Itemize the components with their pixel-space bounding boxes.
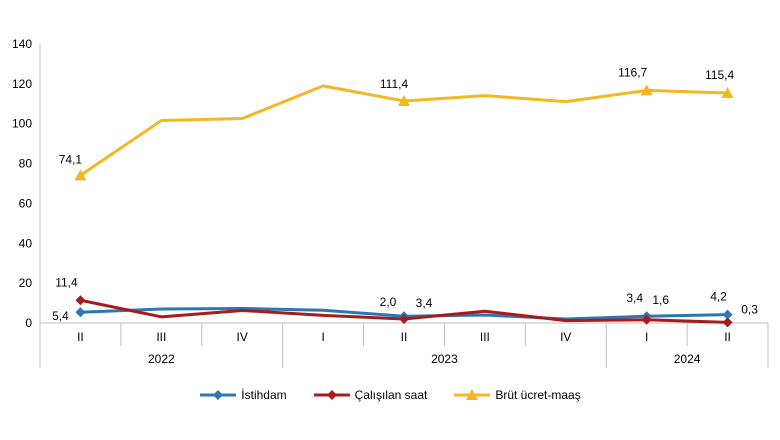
marker-brut-ucret-maas [74,169,87,181]
data-label-calisilan-saat: 2,0 [380,295,397,309]
x-tick-label: III [156,330,166,344]
marker-brut-ucret-maas [398,94,410,106]
x-tick-label: I [645,330,648,344]
x-tick-label: II [401,330,408,344]
data-label-istihdam: 5,4 [52,309,69,323]
data-label-brut-ucret-maas: 116,7 [618,65,647,79]
legend-label-calisilan-saat: Çalışılan saat [354,388,428,402]
marker-istihdam [75,307,86,318]
legend-swatch-istihdam [200,390,237,400]
y-tick-label: 0 [25,316,32,330]
x-tick-label: II [77,330,84,344]
year-label-2024: 2024 [674,352,701,366]
x-tick-label: III [480,330,490,344]
legend-item-calisilan-saat: Çalışılan saat [313,388,428,402]
y-tick-label: 140 [12,37,32,51]
marker-calisilan-saat [399,314,409,325]
marker-brut-ucret-maas [721,87,734,99]
legend-item-brut-ucret-maas: Brüt ücret-maaş [453,388,581,402]
marker-calisilan-saat [722,317,733,328]
year-label-2022: 2022 [148,352,175,366]
data-labels: 5,4 3,4 3,4 4,2 11,4 2,0 1,6 0,3 74,1 111,4 116,7 1… [52,65,758,323]
y-tick-label: 120 [12,77,32,91]
legend-label-istihdam: İstihdam [241,388,287,402]
legend-marker-brut-ucret-maas [466,389,479,400]
y-tick-label: 60 [19,196,33,210]
data-label-istihdam: 3,4 [416,296,433,310]
data-label-istihdam: 3,4 [626,291,643,305]
y-tick-label: 20 [19,276,33,290]
marker-brut-ucret-maas [640,84,653,96]
data-label-calisilan-saat: 0,3 [741,302,758,316]
x-tick-label: IV [237,330,248,344]
data-label-brut-ucret-maas: 115,4 [705,68,734,82]
x-tick-label: II [724,330,731,344]
marker-calisilan-saat [641,314,652,325]
data-label-brut-ucret-maas: 111,4 [380,77,409,91]
data-label-brut-ucret-maas: 74,1 [59,152,83,166]
legend-swatch-calisilan-saat [313,390,350,400]
y-tick-label: 80 [19,157,33,171]
y-tick-label: 40 [19,236,33,250]
data-label-istihdam: 4,2 [710,290,727,304]
legend-label-brut-ucret-maas: Brüt ücret-maaş [495,388,581,402]
data-label-calisilan-saat: 11,4 [55,275,78,289]
year-label-2023: 2023 [431,352,458,366]
data-label-calisilan-saat: 1,6 [652,293,669,307]
marker-istihdam [722,309,733,320]
series-layer [74,84,734,328]
legend-swatch-brut-ucret-maas [454,389,491,400]
legend: İstihdam Çalışılan saat Brüt ücret-maaş [0,388,780,402]
x-tick-label: I [321,330,324,344]
legend-marker-istihdam [213,390,224,400]
legend-item-istihdam: İstihdam [199,388,287,402]
y-tick-label: 100 [12,117,32,131]
marker-calisilan-saat [75,295,86,306]
legend-marker-calisilan-saat [326,390,337,400]
x-tick-label: IV [560,330,571,344]
